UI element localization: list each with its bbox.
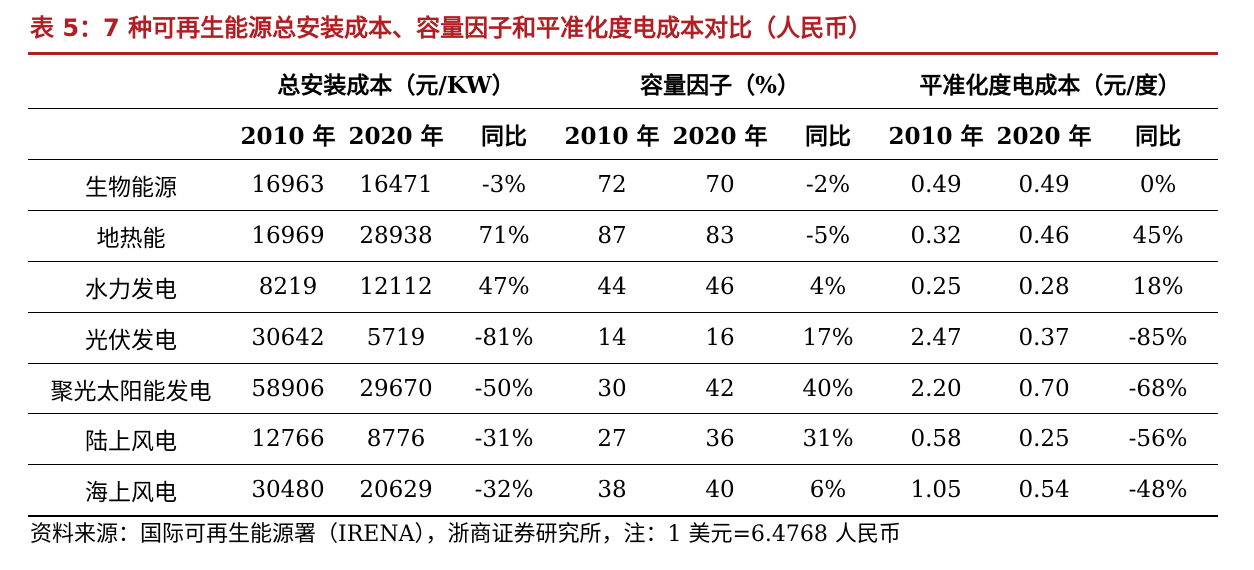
table-cell: 40% (774, 363, 883, 415)
table-cell: 27 (558, 413, 667, 466)
row-label: 海上风电 (28, 464, 234, 518)
table-cell: 28938 (342, 210, 450, 262)
table-row: 生物能源 16963 16471 -3% 72 70 -2% 0.49 0.49 0% (28, 159, 1219, 211)
table-row: 光伏发电 30642 5719 -81% 14 16 17% 2.47 0.37 -85% (28, 312, 1219, 364)
table-cell: 46 (666, 261, 775, 313)
table-cell: 0.46 (990, 210, 1099, 262)
table-cell: 29670 (342, 363, 450, 415)
row-label: 陆上风电 (28, 413, 234, 466)
sub-header: 2020 年 (342, 108, 450, 160)
table-cell: -2% (774, 159, 883, 211)
cost-comparison-table: 总安装成本（元/KW） 容量因子（%） 平准化度电成本（元/度） 2010 年 … (28, 58, 1219, 518)
table-cell: 47% (450, 261, 559, 313)
table-cell: 42 (666, 363, 775, 415)
table-body: 生物能源 16963 16471 -3% 72 70 -2% 0.49 0.49 0% 地热能 169… (28, 159, 1219, 518)
table-cell: 45% (1098, 210, 1219, 262)
table-cell: -81% (450, 312, 559, 364)
table-cell: 40 (666, 464, 775, 518)
table-cell: 0.37 (990, 312, 1099, 364)
table-cell: 6% (774, 464, 883, 518)
table-row: 陆上风电 12766 8776 -31% 27 36 31% 0.58 0.25 -56% (28, 413, 1219, 466)
table-cell: 0.28 (990, 261, 1099, 313)
table-cell: 0.49 (990, 159, 1099, 211)
table-title: 表 5：7 种可再生能源总安装成本、容量因子和平准化度电成本对比（人民币） (30, 14, 873, 42)
source-note: 资料来源：国际可再生能源署（IRENA），浙商证券研究所，注：1 美元=6.47… (30, 522, 901, 547)
table-cell: 72 (558, 159, 667, 211)
row-label: 聚光太阳能发电 (28, 363, 234, 415)
table-cell: 5719 (342, 312, 450, 364)
table-cell: 0.49 (882, 159, 991, 211)
table-cell: 16 (666, 312, 775, 364)
table-cell: -48% (1098, 464, 1219, 518)
table-cell: 0.54 (990, 464, 1099, 518)
sub-header-row: 2010 年 2020 年 同比 2010 年 2020 年 同比 2010 年… (28, 108, 1219, 160)
table-cell: -5% (774, 210, 883, 262)
table-cell: 30480 (234, 464, 342, 518)
table-cell: 8219 (234, 261, 342, 313)
sub-header-corner (28, 108, 234, 160)
table-cell: 17% (774, 312, 883, 364)
sub-header: 2010 年 (882, 108, 991, 160)
table-cell: 16969 (234, 210, 342, 262)
sub-header: 2010 年 (234, 108, 342, 160)
header-corner (28, 58, 234, 109)
table-row: 聚光太阳能发电 58906 29670 -50% 30 42 40% 2.20 0.70 -68% (28, 363, 1219, 415)
table-cell: 30 (558, 363, 667, 415)
row-label: 水力发电 (28, 261, 234, 313)
sub-header: 同比 (1098, 108, 1219, 160)
table-cell: 0.25 (990, 413, 1099, 466)
group-header-install-cost: 总安装成本（元/KW） (234, 58, 559, 109)
sub-header: 2010 年 (558, 108, 667, 160)
table-cell: 2.20 (882, 363, 991, 415)
table-cell: -50% (450, 363, 559, 415)
row-label: 生物能源 (28, 159, 234, 211)
table-cell: 8776 (342, 413, 450, 466)
table-row: 海上风电 30480 20629 -32% 38 40 6% 1.05 0.54 -48% (28, 464, 1219, 518)
group-header-capacity-factor: 容量因子（%） (558, 58, 883, 109)
table-cell: 0.58 (882, 413, 991, 466)
table-cell: -3% (450, 159, 559, 211)
table-cell: 87 (558, 210, 667, 262)
table-cell: 83 (666, 210, 775, 262)
table-cell: 44 (558, 261, 667, 313)
row-label: 地热能 (28, 210, 234, 262)
table-cell: 16963 (234, 159, 342, 211)
row-label: 光伏发电 (28, 312, 234, 364)
table-cell: -32% (450, 464, 559, 518)
table-cell: -68% (1098, 363, 1219, 415)
table-cell: -31% (450, 413, 559, 466)
table-cell: -56% (1098, 413, 1219, 466)
table-cell: 30642 (234, 312, 342, 364)
table-cell: 38 (558, 464, 667, 518)
table-cell: 36 (666, 413, 775, 466)
table-cell: 0.25 (882, 261, 991, 313)
group-header-lcoe: 平准化度电成本（元/度） (882, 58, 1219, 109)
sub-header: 2020 年 (666, 108, 775, 160)
title-rule (28, 52, 1218, 55)
table-cell: 0% (1098, 159, 1219, 211)
table-row: 水力发电 8219 12112 47% 44 46 4% 0.25 0.28 18% (28, 261, 1219, 313)
table-cell: 18% (1098, 261, 1219, 313)
table-cell: 1.05 (882, 464, 991, 518)
table-cell: 4% (774, 261, 883, 313)
sub-header: 2020 年 (990, 108, 1099, 160)
table-cell: 0.32 (882, 210, 991, 262)
table-cell: 58906 (234, 363, 342, 415)
table-cell: 0.70 (990, 363, 1099, 415)
sub-header: 同比 (450, 108, 559, 160)
table-cell: 14 (558, 312, 667, 364)
table-cell: 20629 (342, 464, 450, 518)
table-cell: 12112 (342, 261, 450, 313)
table-row: 地热能 16969 28938 71% 87 83 -5% 0.32 0.46 45% (28, 210, 1219, 262)
table-cell: -85% (1098, 312, 1219, 364)
table-cell: 16471 (342, 159, 450, 211)
sub-header: 同比 (774, 108, 883, 160)
group-header-row: 总安装成本（元/KW） 容量因子（%） 平准化度电成本（元/度） (28, 58, 1219, 109)
table-cell: 2.47 (882, 312, 991, 364)
table-cell: 71% (450, 210, 559, 262)
table-cell: 70 (666, 159, 775, 211)
table-cell: 31% (774, 413, 883, 466)
table-cell: 12766 (234, 413, 342, 466)
